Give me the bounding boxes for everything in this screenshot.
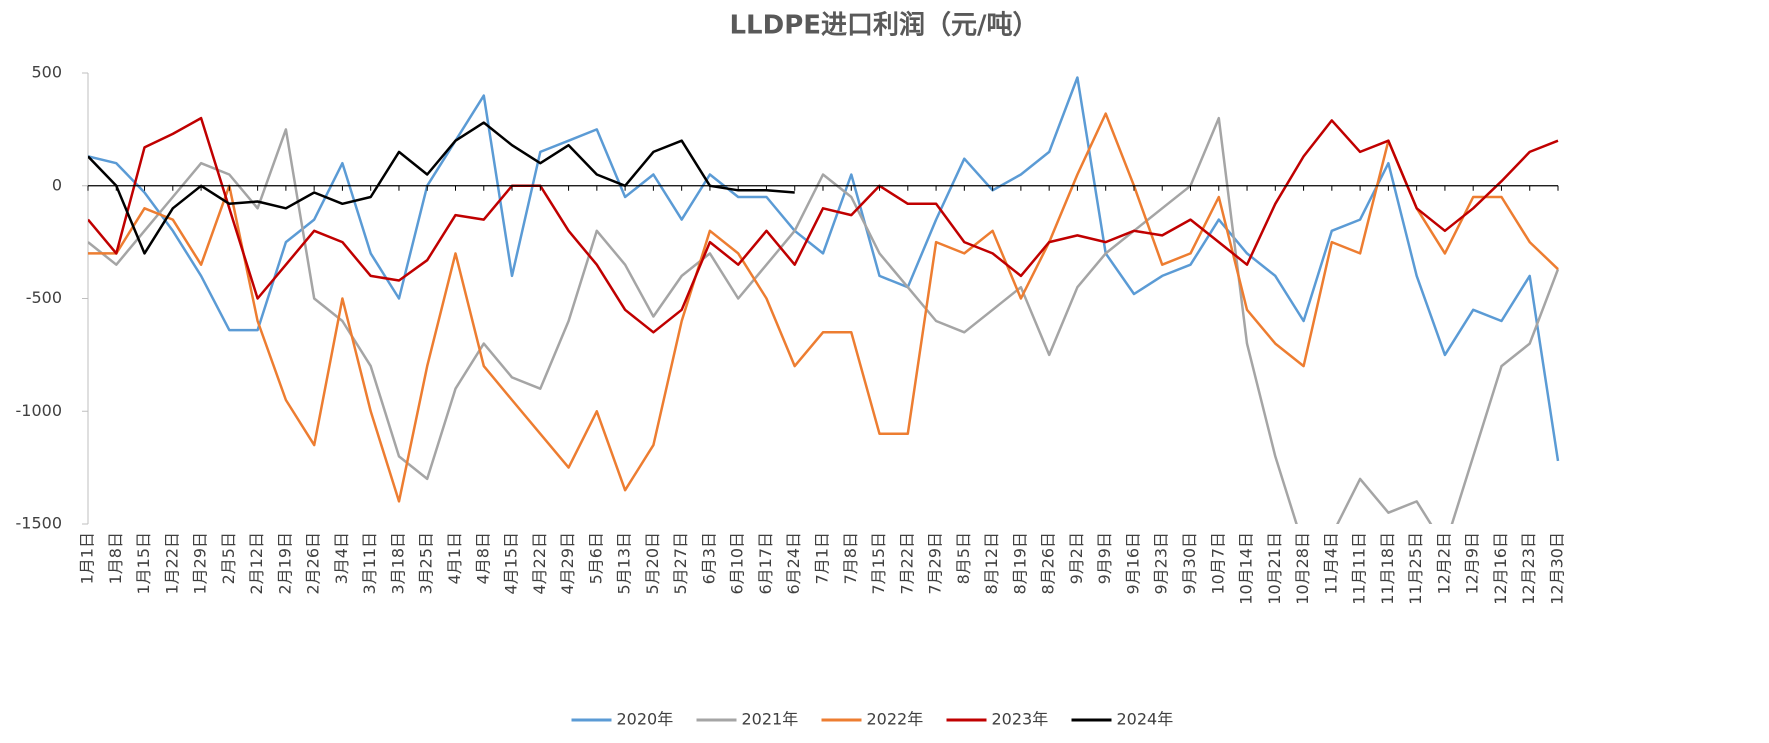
x-tick-label: 4月8日	[473, 532, 492, 584]
x-tick-label: 6月17日	[756, 532, 775, 595]
x-tick-label: 5月6日	[586, 532, 605, 584]
y-tick-label: 500	[31, 63, 62, 82]
x-tick-label: 10月14日	[1237, 532, 1256, 605]
x-tick-label: 2月26日	[304, 532, 323, 595]
plot	[88, 76, 1560, 524]
x-tick-label: 11月11日	[1350, 532, 1369, 605]
x-tick-label: 3月4日	[332, 532, 351, 584]
legend-label: 2024年	[1117, 710, 1174, 729]
x-tick-label: 7月1日	[813, 532, 832, 584]
x-tick-label: 9月23日	[1152, 532, 1171, 595]
series-line	[88, 121, 795, 255]
x-tick-label: 6月3日	[699, 532, 718, 584]
y-tick-label: 0	[52, 175, 62, 194]
x-tick-label: 4月1日	[445, 532, 464, 584]
x-tick-label: 3月11日	[360, 532, 379, 595]
x-tick-label: 9月9日	[1095, 532, 1114, 584]
x-tick-label: 10月7日	[1208, 532, 1227, 595]
x-tick-label: 5月27日	[671, 532, 690, 595]
series-line	[88, 116, 1559, 334]
x-tick-label: 12月23日	[1519, 532, 1538, 605]
x-tick-label: 10月21日	[1265, 532, 1284, 605]
x-tick-label: 3月25日	[417, 532, 436, 595]
x-tick-label: 7月29日	[926, 532, 945, 595]
x-tick-label: 8月12日	[982, 532, 1001, 595]
legend-label: 2022年	[867, 710, 924, 729]
legend-label: 2020年	[617, 710, 674, 729]
x-tick-label: 8月5日	[954, 532, 973, 584]
x-tick-label: 2月12日	[247, 532, 266, 595]
series-line	[88, 76, 1560, 462]
x-tick-label: 11月25日	[1406, 532, 1425, 605]
x-tick-label: 4月29日	[558, 532, 577, 595]
x-tick-label: 9月2日	[1067, 532, 1086, 584]
chart-title: LLDPE进口利润（元/吨）	[729, 10, 1038, 41]
y-tick-label: -500	[26, 288, 62, 307]
x-tick-label: 8月26日	[1039, 532, 1058, 595]
x-tick-label: 9月16日	[1123, 532, 1142, 595]
series-line	[88, 116, 1560, 524]
x-tick-label: 8月19日	[1010, 532, 1029, 595]
x-tick-label: 12月30日	[1548, 532, 1567, 605]
x-tick-label: 12月9日	[1463, 532, 1482, 595]
x-tick-label: 3月18日	[388, 532, 407, 595]
x-tick-label: 12月16日	[1491, 532, 1510, 605]
x-tick-label: 1月22日	[162, 532, 181, 595]
x-tick-label: 4月22日	[530, 532, 549, 595]
x-tick-label: 7月15日	[869, 532, 888, 595]
y-tick-label: -1500	[16, 514, 63, 533]
y-tick-label: -1000	[16, 401, 63, 420]
x-tick-label: 2月5日	[219, 532, 238, 584]
x-tick-label: 7月8日	[841, 532, 860, 584]
x-tick-label: 5月13日	[615, 532, 634, 595]
x-tick-label: 7月22日	[897, 532, 916, 595]
x-tick-label: 6月10日	[728, 532, 747, 595]
x-tick-label: 1月15日	[134, 532, 153, 595]
x-tick-label: 11月4日	[1321, 532, 1340, 595]
legend-label: 2021年	[742, 710, 799, 729]
x-tick-label: 11月18日	[1378, 532, 1397, 605]
x-tick-label: 4月15日	[502, 532, 521, 595]
x-tick-label: 10月28日	[1293, 532, 1312, 605]
legend-label: 2023年	[992, 710, 1049, 729]
x-tick-label: 9月30日	[1180, 532, 1199, 595]
x-tick-label: 5月20日	[643, 532, 662, 595]
x-tick-label: 12月2日	[1434, 532, 1453, 595]
x-tick-label: 6月24日	[784, 532, 803, 595]
series-line	[88, 112, 1559, 503]
x-tick-label: 2月19日	[275, 532, 294, 595]
x-tick-label: 1月1日	[78, 532, 97, 584]
x-tick-label: 1月29日	[191, 532, 210, 595]
x-tick-label: 1月8日	[106, 532, 125, 584]
